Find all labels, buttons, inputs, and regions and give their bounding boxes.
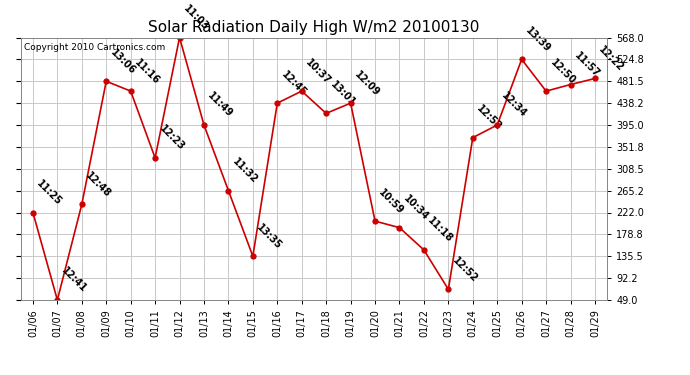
- Text: Copyright 2010 Cartronics.com: Copyright 2010 Cartronics.com: [23, 43, 165, 52]
- Text: 11:25: 11:25: [35, 178, 64, 207]
- Text: 11:16: 11:16: [132, 57, 161, 86]
- Text: 10:37: 10:37: [304, 57, 333, 86]
- Text: 13:35: 13:35: [255, 222, 284, 251]
- Text: 11:49: 11:49: [206, 91, 235, 120]
- Text: 13:39: 13:39: [524, 25, 553, 54]
- Text: 12:50: 12:50: [548, 57, 577, 86]
- Text: 10:59: 10:59: [377, 187, 406, 216]
- Text: 12:34: 12:34: [499, 91, 528, 120]
- Text: 12:22: 12:22: [597, 44, 626, 73]
- Text: 13:06: 13:06: [108, 47, 137, 76]
- Text: 12:41: 12:41: [59, 266, 88, 295]
- Title: Solar Radiation Daily High W/m2 20100130: Solar Radiation Daily High W/m2 20100130: [148, 20, 480, 35]
- Text: 11:32: 11:32: [230, 156, 259, 185]
- Text: 12:09: 12:09: [353, 69, 382, 98]
- Text: 13:01: 13:01: [328, 79, 357, 108]
- Text: 12:23: 12:23: [157, 124, 186, 153]
- Text: 12:52: 12:52: [475, 104, 504, 132]
- Text: 12:48: 12:48: [83, 170, 113, 199]
- Text: 12:45: 12:45: [279, 69, 308, 98]
- Text: 11:57: 11:57: [573, 50, 602, 79]
- Text: 10:34: 10:34: [402, 194, 431, 222]
- Text: 12:52: 12:52: [451, 255, 480, 284]
- Text: 11:18: 11:18: [426, 216, 455, 244]
- Text: 11:03: 11:03: [181, 3, 210, 32]
